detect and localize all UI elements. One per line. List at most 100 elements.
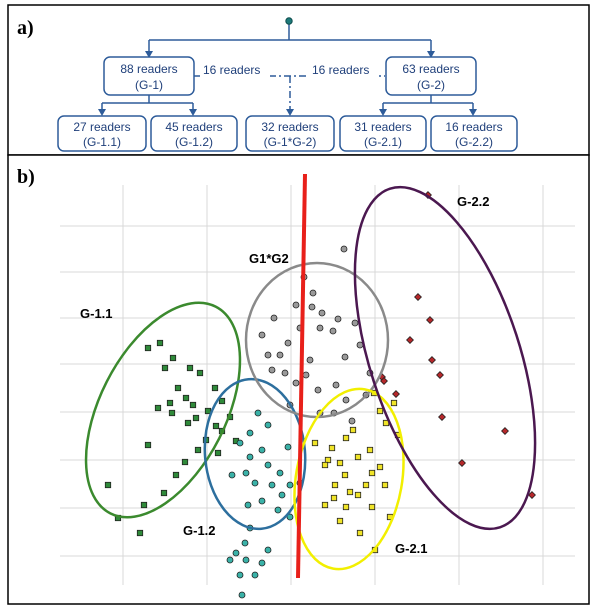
node-g12: 45 readers (G-1.2) <box>150 115 238 152</box>
point-g-2-2-7 <box>438 413 446 421</box>
point-g-2-2-3 <box>406 336 414 344</box>
point-g1-g2-5 <box>318 309 326 317</box>
ellipse-g12 <box>203 377 307 531</box>
point-g-2-1-9 <box>336 459 344 467</box>
link-label-left: 16 readers <box>203 63 260 77</box>
node-g22-count: 16 readers <box>445 120 502 134</box>
point-g-2-1-14 <box>330 494 338 502</box>
point-g-1-2-0 <box>254 409 262 417</box>
node-g21: 31 readers (G-2.1) <box>339 115 427 152</box>
point-g1-g2-3 <box>292 301 300 309</box>
point-g-2-2-10 <box>528 491 536 499</box>
point-g-1-2-10 <box>268 481 276 489</box>
point-g-1-2-15 <box>274 506 282 514</box>
point-g-2-2-2 <box>426 316 434 324</box>
link-label-right: 16 readers <box>312 63 369 77</box>
point-g-1-1-6 <box>174 384 182 392</box>
point-g1-g2-19 <box>342 396 350 404</box>
link-right-bg <box>309 63 379 77</box>
point-g-1-1-30 <box>104 481 112 489</box>
point-g-2-1-26 <box>354 491 362 499</box>
point-g1-g2-4 <box>308 303 316 311</box>
tree-root-dot <box>285 17 293 25</box>
point-g-2-1-17 <box>368 503 376 511</box>
node-g2: 63 readers (G-2) <box>385 56 477 96</box>
point-g-1-1-21 <box>160 489 168 497</box>
panel-b-label: b) <box>17 166 35 188</box>
point-g-2-1-25 <box>331 481 339 489</box>
point-g1-g2-16 <box>302 371 310 379</box>
point-g-2-2-12 <box>380 377 388 385</box>
point-g-1-2-11 <box>286 481 294 489</box>
point-g-2-1-11 <box>368 469 376 477</box>
point-g-1-1-0 <box>144 344 152 352</box>
point-g1-g2-9 <box>351 319 359 327</box>
point-g1-g2-28 <box>341 353 349 361</box>
point-g1-g2-21 <box>348 417 356 425</box>
point-g-1-2-14 <box>244 501 252 509</box>
point-g-1-2-3 <box>258 446 266 454</box>
point-g-1-1-15 <box>212 422 220 430</box>
point-g-2-2-8 <box>501 427 509 435</box>
ellipse-g21 <box>293 387 405 571</box>
point-g-1-2-18 <box>241 539 249 547</box>
point-g-1-1-8 <box>166 399 174 407</box>
node-g11-count: 27 readers <box>73 120 130 134</box>
point-g1-g2-18 <box>332 381 340 389</box>
node-g1g2-count: 32 readers <box>261 120 318 134</box>
point-g-2-1-2 <box>376 407 384 415</box>
point-g-1-1-11 <box>189 401 197 409</box>
ellipse-g11 <box>84 301 242 519</box>
point-g-1-1-14 <box>184 419 192 427</box>
point-g-1-2-23 <box>264 546 272 554</box>
point-g-1-1-9 <box>154 404 162 412</box>
point-g-1-1-13 <box>192 414 200 422</box>
point-g-2-1-15 <box>321 501 329 509</box>
point-g-1-2-22 <box>258 559 266 567</box>
point-g-1-1-20 <box>172 471 180 479</box>
label-g11: G-1.1 <box>80 306 113 321</box>
point-g1-g2-8 <box>329 327 337 335</box>
point-g-1-2-4 <box>246 453 254 461</box>
point-g-1-2-28 <box>284 443 292 451</box>
point-g1-g2-17 <box>314 386 322 394</box>
point-g-1-1-31 <box>144 441 152 449</box>
point-g-1-1-4 <box>186 364 194 372</box>
node-g2-id: (G-2) <box>417 78 445 92</box>
point-g1-g2-12 <box>264 351 272 359</box>
point-g-1-2-7 <box>242 469 250 477</box>
node-g21-count: 31 readers <box>354 120 411 134</box>
node-g1-id: (G-1) <box>135 78 163 92</box>
point-g-2-1-22 <box>321 461 329 469</box>
point-g-1-1-5 <box>196 369 204 377</box>
point-g-1-1-10 <box>168 409 176 417</box>
point-g-2-1-23 <box>311 439 319 447</box>
point-g1-g2-0 <box>340 245 348 253</box>
tree-arrowheads <box>98 51 477 116</box>
point-g-1-2-26 <box>238 591 246 599</box>
point-g-1-2-12 <box>278 491 286 499</box>
node-g12-count: 45 readers <box>165 120 222 134</box>
node-g22-id: (G-2.2) <box>455 135 493 149</box>
node-g1g2: 32 readers (G-1*G-2) <box>245 115 335 152</box>
point-g-2-1-24 <box>341 471 349 479</box>
point-g-1-1-2 <box>169 354 177 362</box>
point-g-1-1-7 <box>182 394 190 402</box>
point-g1-g2-6 <box>334 315 342 323</box>
point-g1-g2-25 <box>270 314 278 322</box>
point-g-2-2-5 <box>436 371 444 379</box>
point-g-2-1-28 <box>376 463 384 471</box>
point-g-1-1-29 <box>211 384 219 392</box>
point-g-2-2-11 <box>392 390 400 398</box>
point-g-1-1-1 <box>156 339 164 347</box>
point-g-1-1-22 <box>140 501 148 509</box>
point-g-1-1-19 <box>181 458 189 466</box>
point-g-2-1-20 <box>356 529 364 537</box>
point-g1-g2-13 <box>268 366 276 374</box>
point-g1-g2-30 <box>306 356 314 364</box>
label-g1g2: G1*G2 <box>249 251 289 266</box>
point-g-1-2-20 <box>226 556 234 564</box>
point-g-2-1-12 <box>362 481 370 489</box>
point-g-1-1-24 <box>136 529 144 537</box>
point-g-1-2-1 <box>246 429 254 437</box>
